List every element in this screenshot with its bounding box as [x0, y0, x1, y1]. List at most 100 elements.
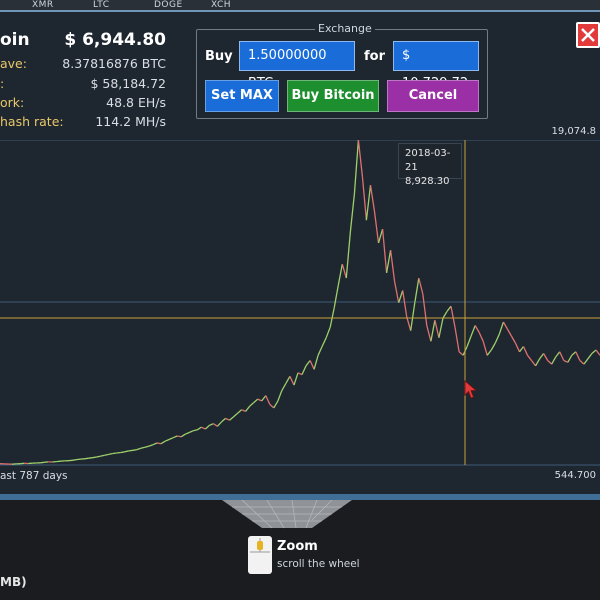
price-segment [393, 281, 400, 303]
close-icon [581, 28, 595, 42]
price-segment [277, 390, 283, 402]
price-segment [555, 351, 561, 358]
price-chart-svg [0, 140, 600, 466]
exchange-panel: Exchange Buy 1.50000000 BTC for $ 10,729… [196, 22, 488, 119]
price-segment [233, 412, 239, 418]
footer-left-text: MB) [0, 575, 27, 589]
price-segment [140, 446, 146, 449]
tooltip-date: 2018-03-21 [405, 148, 451, 173]
price-segment [458, 351, 464, 356]
price-segment [506, 328, 512, 337]
price-segment [177, 435, 182, 438]
price-segment [341, 263, 347, 279]
price-segment [289, 376, 295, 386]
cost-input[interactable]: $ 10,729.72 [393, 41, 479, 91]
price-segment [349, 193, 356, 233]
price-segment [490, 342, 496, 351]
price-segment [152, 442, 158, 446]
price-segment [160, 440, 166, 445]
balance-value: 8.37816876 BTC [62, 56, 166, 71]
tab-doge[interactable]: DOGE [154, 0, 183, 10]
price-segment [261, 395, 267, 402]
price-segment [92, 456, 97, 459]
price-segment [156, 442, 162, 445]
price-segment [434, 320, 440, 338]
mouse-wheel-icon [248, 536, 272, 574]
price-segment [72, 458, 77, 461]
floor-tile-icon [222, 500, 352, 529]
price-segment [229, 416, 235, 421]
price-segment [385, 249, 392, 274]
price-segment [285, 375, 291, 384]
price-segment [353, 140, 360, 194]
tab-ltc[interactable]: LTC [93, 0, 110, 10]
price-segment [522, 346, 529, 356]
price-segment [579, 360, 585, 365]
price-segment [389, 250, 396, 282]
price-segment [168, 437, 174, 441]
price-segment [466, 335, 472, 347]
price-segment [136, 447, 142, 451]
y-axis-min-label: 544.700 [554, 470, 596, 481]
price-segment [333, 284, 339, 309]
balance-label: ave: [0, 56, 27, 71]
price-segment [273, 400, 279, 409]
price-segment [172, 435, 178, 439]
price-segment [124, 450, 130, 453]
price-segment [40, 461, 45, 464]
price-segment [337, 263, 343, 286]
price-segment [108, 452, 113, 456]
price-segment [470, 325, 476, 337]
price-segment [305, 360, 311, 367]
price-segment [221, 417, 226, 423]
price-segment [454, 327, 460, 352]
price-segment [209, 423, 214, 426]
price-segment [76, 458, 81, 461]
price-segment [193, 429, 198, 432]
set-max-button[interactable]: Set MAX [205, 80, 279, 112]
price-segment [196, 426, 202, 431]
price-segment [547, 360, 553, 365]
price-segment [265, 395, 271, 405]
cancel-button[interactable]: Cancel [387, 80, 479, 112]
coin-name: oin [0, 30, 30, 50]
buy-bitcoin-button[interactable]: Buy Bitcoin [287, 80, 379, 112]
price-segment [249, 402, 255, 407]
price-segment [184, 431, 190, 435]
price-chart[interactable] [0, 140, 600, 486]
network-value: 48.8 EH/s [106, 95, 166, 110]
hint-subtitle: scroll the wheel [277, 558, 360, 570]
close-button[interactable] [576, 22, 600, 48]
amount-input[interactable]: 1.50000000 BTC [239, 41, 355, 91]
price-segment [120, 451, 125, 454]
price-segment [164, 438, 170, 442]
price-segment [474, 325, 480, 333]
price-segment [539, 353, 545, 360]
price-segment [293, 372, 299, 386]
hash-rate-value: 114.2 MH/s [95, 114, 166, 129]
price-segment [410, 302, 416, 331]
price-segment [559, 351, 565, 361]
price-segment [563, 359, 569, 363]
price-segment [317, 346, 323, 356]
price-segment [144, 445, 150, 448]
price-segment [88, 457, 93, 459]
tooltip-value: 8,928.30 [405, 176, 450, 187]
price-segment [426, 325, 432, 342]
price-segment [213, 423, 218, 427]
price-segment [297, 372, 303, 376]
price-segment [575, 351, 581, 361]
tab-xch[interactable]: XCH [211, 0, 232, 10]
coin-price: $ 6,944.80 [64, 30, 166, 50]
price-segment [438, 317, 444, 338]
hash-rate-label: hash rate: [0, 114, 64, 129]
balance-usd-value: $ 58,184.72 [90, 76, 166, 91]
price-segment [595, 349, 600, 356]
price-segment [583, 358, 589, 365]
price-segment [100, 454, 105, 457]
network-label: ork: [0, 95, 25, 110]
price-segment [502, 321, 508, 330]
tab-xmr[interactable]: XMR [32, 0, 54, 10]
price-segment [567, 354, 573, 363]
price-segment [551, 356, 557, 365]
